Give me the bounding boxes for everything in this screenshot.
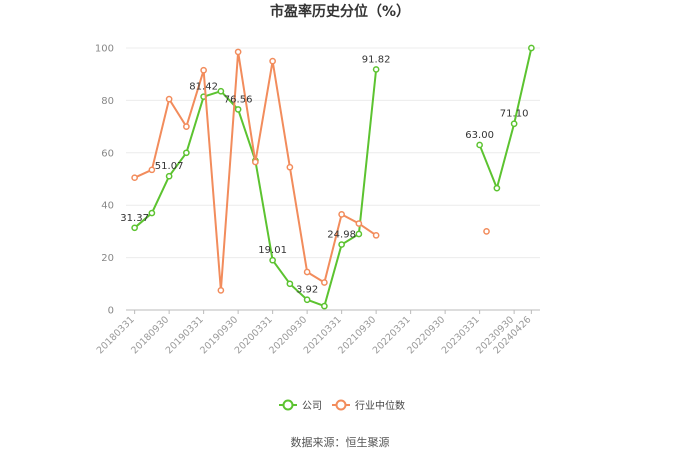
data-point-industry bbox=[183, 123, 190, 130]
data-point-industry bbox=[165, 95, 173, 103]
legend-item-company[interactable]: 公司 bbox=[279, 399, 322, 413]
data-point-company bbox=[165, 172, 173, 180]
data-label: 24.98 bbox=[327, 230, 356, 241]
data-point-industry bbox=[148, 166, 156, 174]
data-point-company bbox=[355, 230, 363, 238]
data-point-industry bbox=[269, 57, 276, 65]
data-point-industry bbox=[286, 163, 294, 171]
data-point-company bbox=[338, 241, 345, 248]
data-point-company bbox=[303, 296, 311, 304]
data-point-industry bbox=[372, 231, 380, 239]
data-point-company bbox=[131, 224, 138, 232]
series-line-company bbox=[133, 69, 378, 308]
data-point-industry bbox=[252, 158, 259, 166]
data-point-industry bbox=[355, 220, 363, 227]
y-tick-label: 0 bbox=[108, 306, 114, 317]
y-tick-label: 100 bbox=[95, 44, 114, 55]
data-point-industry bbox=[131, 174, 138, 182]
data-label: 71.10 bbox=[500, 109, 529, 120]
data-point-company bbox=[510, 120, 518, 128]
series-lines bbox=[131, 44, 535, 310]
legend: 公司 行业中位数 bbox=[279, 399, 405, 412]
legend-item-industry[interactable]: 行业中位数 bbox=[332, 399, 405, 412]
data-point-company bbox=[528, 44, 535, 52]
y-tick-label: 60 bbox=[101, 148, 114, 159]
data-label: 81.42 bbox=[189, 82, 218, 93]
data-point-company bbox=[321, 302, 328, 310]
data-point-industry bbox=[321, 279, 328, 286]
data-point-industry bbox=[217, 287, 225, 294]
data-point-industry bbox=[483, 228, 490, 235]
data-point-industry bbox=[234, 48, 242, 56]
data-label: 31.37 bbox=[120, 213, 149, 224]
data-point-company bbox=[286, 280, 294, 288]
chart-title: 市盈率历史分位（%） bbox=[270, 3, 410, 20]
data-point-company bbox=[183, 149, 190, 157]
data-point-industry bbox=[303, 268, 311, 276]
data-label: 76.56 bbox=[224, 94, 253, 105]
data-label: 51.07 bbox=[155, 161, 184, 172]
legend-industry-marker bbox=[335, 399, 347, 411]
data-source: 数据来源：恒生聚源 bbox=[291, 435, 390, 449]
legend-industry-label: 行业中位数 bbox=[355, 399, 405, 412]
data-labels: 31.37 51.07 81.42 76.56 19.01 3.92 24.98 91.82 6… bbox=[120, 54, 528, 295]
data-label: 63.00 bbox=[465, 130, 494, 141]
data-label: 3.92 bbox=[296, 285, 318, 296]
y-tick-label: 80 bbox=[101, 96, 114, 107]
data-label: 19.01 bbox=[258, 245, 287, 256]
data-label: 91.82 bbox=[362, 54, 391, 65]
data-point-company bbox=[148, 209, 156, 217]
data-point-industry bbox=[338, 211, 345, 218]
data-point-company bbox=[476, 141, 483, 149]
y-tick-label: 20 bbox=[101, 253, 114, 264]
data-point-company bbox=[269, 256, 276, 264]
data-point-company bbox=[372, 66, 380, 73]
legend-company-label: 公司 bbox=[302, 401, 322, 412]
data-point-industry bbox=[200, 66, 207, 74]
legend-company-marker bbox=[282, 399, 294, 411]
data-point-company bbox=[493, 184, 501, 192]
axes: 0204060801002018033120180930201903312019… bbox=[95, 44, 540, 356]
data-point-company bbox=[234, 106, 242, 113]
data-point-company bbox=[217, 87, 225, 95]
y-tick-label: 40 bbox=[101, 201, 114, 212]
series-line-company bbox=[478, 47, 533, 190]
